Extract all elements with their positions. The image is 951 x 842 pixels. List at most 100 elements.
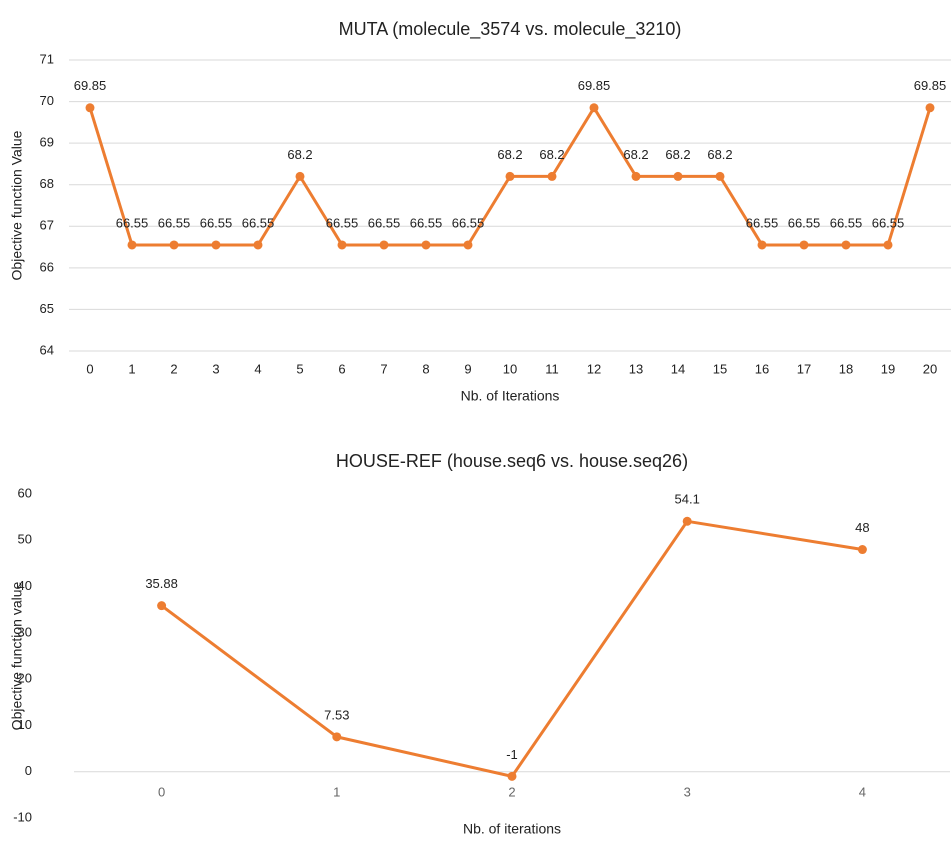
data-point: [507, 771, 517, 781]
data-label: 66.55: [200, 215, 233, 230]
x-tick-label: 14: [671, 361, 685, 376]
data-label: 66.55: [242, 215, 275, 230]
data-label: 66.55: [158, 215, 191, 230]
data-point: [715, 171, 725, 181]
data-point: [883, 240, 893, 250]
data-point: [379, 240, 389, 250]
data-label: 66.55: [830, 215, 863, 230]
x-tick-label: 6: [338, 361, 345, 376]
data-label: 66.55: [368, 215, 401, 230]
x-tick-label: 10: [503, 361, 517, 376]
data-label: 69.85: [74, 78, 107, 93]
data-point: [421, 240, 431, 250]
data-point: [211, 240, 221, 250]
x-tick-label: 8: [422, 361, 429, 376]
data-point: [253, 240, 263, 250]
data-point: [925, 103, 935, 113]
y-tick-label: 70: [40, 93, 54, 108]
series-line: [160, 519, 863, 778]
x-tick-label: 12: [587, 361, 601, 376]
x-axis-title: Nb. of Iterations: [461, 388, 560, 404]
data-point: [682, 516, 692, 526]
x-tick-label: 5: [296, 361, 303, 376]
data-label: 35.88: [145, 576, 178, 591]
y-tick-label: 71: [40, 51, 54, 66]
y-tick-label: 66: [40, 259, 54, 274]
x-tick-label: 1: [128, 361, 135, 376]
data-label: 7.53: [324, 707, 349, 722]
data-point: [799, 240, 809, 250]
x-tick-label: 7: [380, 361, 387, 376]
x-tick-label: 0: [86, 361, 93, 376]
data-label: 68.2: [287, 147, 312, 162]
data-label: 68.2: [623, 147, 648, 162]
x-tick-label: 19: [881, 361, 895, 376]
chart-title: MUTA (molecule_3574 vs. molecule_3210): [339, 19, 682, 40]
data-point: [505, 171, 515, 181]
y-tick-label: 40: [18, 578, 32, 593]
y-axis-title: Objective function value: [9, 581, 25, 730]
data-point: [85, 103, 95, 113]
x-tick-label: 0: [158, 784, 165, 799]
y-tick-label: 30: [18, 624, 32, 639]
data-label: 66.55: [452, 215, 485, 230]
data-label: 48: [855, 520, 869, 535]
data-point: [857, 545, 867, 555]
data-label: 68.2: [497, 147, 522, 162]
x-tick-label: 11: [545, 361, 559, 376]
data-point: [547, 171, 557, 181]
data-label: 68.2: [665, 147, 690, 162]
x-axis-title: Nb. of iterations: [463, 821, 561, 837]
data-point: [673, 171, 683, 181]
data-label: 66.55: [326, 215, 359, 230]
y-axis-title: Objective function Value: [9, 130, 25, 280]
data-point: [841, 240, 851, 250]
x-tick-label: 2: [170, 361, 177, 376]
data-point: [463, 240, 473, 250]
x-tick-label: 4: [254, 361, 261, 376]
y-tick-label: 68: [40, 176, 54, 191]
data-point: [332, 732, 342, 742]
chart-title: HOUSE-REF (house.seq6 vs. house.seq26): [336, 451, 688, 471]
data-point: [169, 240, 179, 250]
y-tick-label: -10: [13, 809, 32, 824]
x-tick-label: 2: [508, 784, 515, 799]
data-point: [337, 240, 347, 250]
x-tick-label: 20: [923, 361, 937, 376]
data-label: -1: [506, 747, 518, 762]
data-label: 68.2: [707, 147, 732, 162]
x-tick-label: 13: [629, 361, 643, 376]
x-tick-label: 4: [859, 784, 866, 799]
data-label: 54.1: [675, 492, 700, 507]
data-label: 66.55: [788, 215, 821, 230]
data-point: [757, 240, 767, 250]
data-label: 66.55: [872, 215, 905, 230]
data-label: 69.85: [578, 78, 611, 93]
y-tick-label: 64: [40, 342, 54, 357]
y-tick-label: 20: [18, 671, 32, 686]
x-tick-label: 17: [797, 361, 811, 376]
x-tick-label: 3: [684, 784, 691, 799]
data-point: [157, 601, 167, 611]
data-label: 68.2: [539, 147, 564, 162]
data-label: 69.85: [914, 78, 947, 93]
y-tick-label: 60: [18, 485, 32, 500]
y-tick-label: 0: [25, 763, 32, 778]
data-label: 66.55: [410, 215, 443, 230]
data-point: [589, 103, 599, 113]
y-tick-label: 67: [40, 218, 54, 233]
x-tick-label: 16: [755, 361, 769, 376]
y-tick-label: 50: [18, 532, 32, 547]
x-tick-label: 3: [212, 361, 219, 376]
y-tick-label: 10: [18, 717, 32, 732]
y-tick-label: 65: [40, 301, 54, 316]
y-tick-label: 69: [40, 135, 54, 150]
data-point: [631, 171, 641, 181]
data-point: [127, 240, 137, 250]
data-label: 66.55: [116, 215, 149, 230]
data-label: 66.55: [746, 215, 779, 230]
data-point: [295, 171, 305, 181]
x-tick-label: 15: [713, 361, 727, 376]
x-tick-label: 18: [839, 361, 853, 376]
